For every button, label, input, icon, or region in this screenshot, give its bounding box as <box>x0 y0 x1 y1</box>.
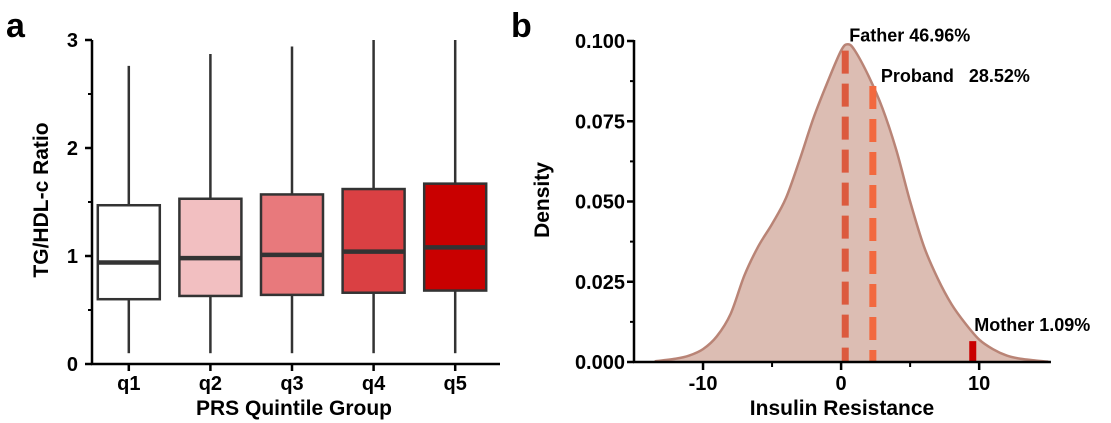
panel-a-x-tick-label: q3 <box>280 373 303 395</box>
box-q5 <box>424 184 486 291</box>
panel-a-x-tick-label: q5 <box>444 373 467 395</box>
panel-b-y-axis-title: Density <box>531 162 554 238</box>
panel-b-x-tick-label: 0 <box>836 373 847 395</box>
box-q4 <box>343 189 405 293</box>
panel-a-boxplot: 0 1 2 3 q1 q2 q3 q4 q5 <box>67 30 500 395</box>
panel-b-y-tick-label: 0.000 <box>575 352 625 374</box>
panel-a-y-tick-label: 1 <box>67 246 78 268</box>
panel-b-x-tick-label: 10 <box>968 373 990 395</box>
panel-b-letter: b <box>511 7 532 45</box>
panel-a-x-tick-label: q2 <box>199 373 222 395</box>
panel-a-y-tick-label: 0 <box>67 354 78 376</box>
box-q2 <box>179 199 241 296</box>
panel-b-density-plot: Father 46.96% Proband 28.52% Mother 1.09% 0… <box>575 26 1090 395</box>
box-q3 <box>261 194 323 294</box>
panel-a-letter: a <box>6 7 26 45</box>
panel-a-x-tick-label: q1 <box>117 373 140 395</box>
marker-label-1: Proband 28.52% <box>881 66 1030 86</box>
panel-a-y-tick-label: 3 <box>67 30 78 52</box>
panel-a-y-tick-label: 2 <box>67 138 78 160</box>
panel-a-y-axis-title: TG/HDL-c Ratio <box>30 122 53 277</box>
panel-b-y-tick-label: 0.050 <box>575 192 625 214</box>
marker-label-2: Mother 1.09% <box>974 315 1090 335</box>
box-q1 <box>98 205 160 299</box>
panel-b-x-tick-label: -10 <box>689 373 718 395</box>
panel-b-y-tick-label: 0.025 <box>575 272 625 294</box>
panel-b-x-axis-title: Insulin Resistance <box>750 397 934 420</box>
marker-label-0: Father 46.96% <box>849 26 970 46</box>
marker-bar-2 <box>969 341 976 362</box>
panel-a-x-tick-label: q4 <box>362 373 386 395</box>
panel-b-y-tick-label: 0.100 <box>575 31 625 53</box>
panel-b-y-tick-label: 0.075 <box>575 111 625 133</box>
panel-a-x-axis-title: PRS Quintile Group <box>196 397 392 420</box>
